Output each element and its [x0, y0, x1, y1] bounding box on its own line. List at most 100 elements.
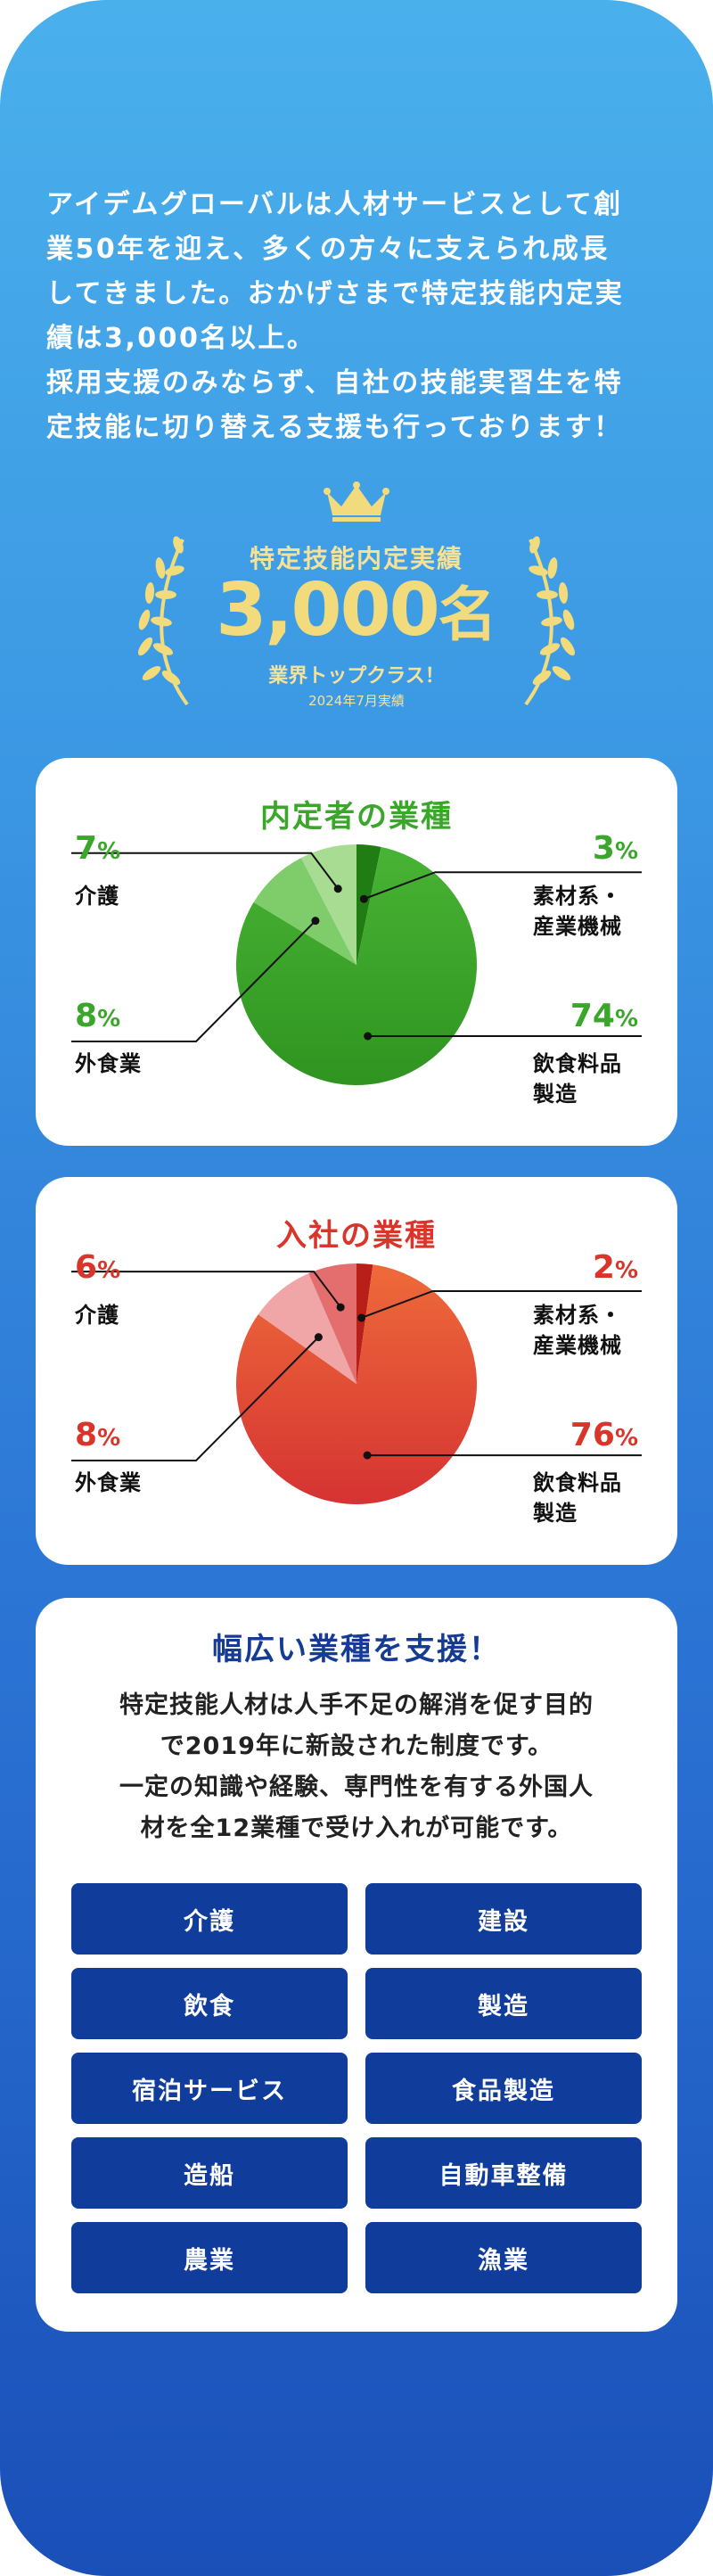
naitei-leader-gaishoku [71, 919, 316, 1042]
nyusha-leader-gaishoku [71, 1336, 320, 1461]
industry-nogyo: 農業 [71, 2222, 348, 2293]
percent-sign: % [97, 838, 121, 865]
naitei-leader-kaigo [71, 852, 340, 890]
naitei-slice-kaigo [300, 844, 356, 965]
industry-seizo: 製造 [365, 1968, 642, 2039]
naitei-chart-card: 内定者の業種 7% 介護 3% 素材系・ 産業機械 8% 外食業 74% 飲食料品… [36, 758, 677, 1146]
nyusha-leader-dot-sozai [357, 1313, 366, 1322]
naitei-leader-dot-inshoku [364, 1032, 373, 1041]
naitei-gaishoku-value: 8 [75, 998, 98, 1034]
label-line: 素材系・ [533, 884, 622, 909]
naitei-slice-inshoku [236, 846, 477, 1085]
industry-gyogyo: 漁業 [365, 2222, 642, 2293]
laurel-right-icon [524, 536, 576, 706]
badge-number: 3,000名 [134, 568, 579, 653]
percent-sign: % [614, 838, 638, 865]
percent-sign: % [614, 1425, 638, 1452]
label-line: 飲食料品 [533, 1051, 622, 1076]
badge-number-value: 3,000 [216, 568, 439, 653]
nyusha-pie-chart [71, 1263, 642, 1504]
nyusha-inshoku-label: 飲食料品 製造 [533, 1468, 622, 1528]
intro-line: アイデムグローバルは人材サービスとして創 [46, 189, 623, 220]
naitei-gaishoku-pct: 8% [75, 1000, 120, 1033]
nyusha-slice-gaishoku [258, 1273, 356, 1384]
naitei-leader-dot-sozai [359, 894, 368, 903]
label-line: 製造 [533, 1501, 578, 1526]
naitei-slice-sozai [356, 844, 381, 965]
percent-sign: % [97, 1006, 121, 1033]
percent-sign: % [614, 1257, 638, 1284]
naitei-inshoku-value: 74 [570, 998, 615, 1034]
nyusha-sozai-pct: 2% [593, 1252, 638, 1284]
nyusha-leader-dot-gaishoku [314, 1333, 323, 1342]
nyusha-leader-dot-inshoku [363, 1451, 372, 1460]
nyusha-kaigo-value: 6 [75, 1249, 98, 1286]
naitei-kaigo-value: 7 [75, 830, 98, 867]
industry-jidosha: 自動車整備 [365, 2137, 642, 2209]
industry-grid: 介護 建設 飲食 製造 宿泊サービス 食品製造 造船 自動車整備 農業 漁業 [71, 1883, 642, 2293]
nyusha-inshoku-pct: 76% [570, 1420, 638, 1452]
achievement-badge: 特定技能内定実績 3,000名 業界トップクラス！ 2024年7月実績 [134, 481, 579, 731]
percent-sign: % [97, 1257, 121, 1284]
nyusha-kaigo-label: 介護 [75, 1303, 119, 1328]
intro-text: アイデムグローバルは人材サービスとして創 業50年を迎え、多くの方々に支えられ成… [46, 183, 670, 450]
nyusha-inshoku-value: 76 [570, 1417, 615, 1453]
label-line: 産業機械 [533, 1333, 622, 1358]
nyusha-leader-sozai [361, 1289, 642, 1319]
industry-shukuhaku: 宿泊サービス [71, 2053, 348, 2124]
nyusha-kaigo-pct: 6% [75, 1252, 120, 1284]
industry-kaigo: 介護 [71, 1883, 348, 1955]
percent-sign: % [614, 1006, 638, 1033]
naitei-slice-gaishoku [253, 858, 356, 965]
support-card: 幅広い業種を支援！ 特定技能人材は人手不足の解消を促す目的 で2019年に新設さ… [36, 1598, 677, 2332]
intro-line: 業50年を迎え、多くの方々に支えられ成長 [46, 234, 610, 265]
nyusha-chart-title: 入社の業種 [276, 1218, 437, 1254]
nyusha-gaishoku-value: 8 [75, 1417, 98, 1453]
nyusha-gaishoku-label: 外食業 [75, 1470, 142, 1495]
badge-number-unit: 名 [438, 580, 497, 649]
industry-shokuhin: 食品製造 [365, 2053, 642, 2124]
industry-zosen: 造船 [71, 2137, 348, 2209]
naitei-leader-dot-gaishoku [311, 917, 320, 926]
nyusha-sozai-label: 素材系・ 産業機械 [533, 1300, 622, 1361]
naitei-chart-title: 内定者の業種 [260, 799, 453, 835]
support-line: 特定技能人材は人手不足の解消を促す目的 [119, 1691, 594, 1719]
nyusha-slice-inshoku [236, 1264, 477, 1504]
support-description: 特定技能人材は人手不足の解消を促す目的 で2019年に新設された制度です。 一定… [62, 1685, 651, 1849]
naitei-inshoku-pct: 74% [570, 1000, 638, 1033]
crown-icon [324, 481, 389, 522]
naitei-kaigo-pct: 7% [75, 833, 120, 865]
industry-kensetsu: 建設 [365, 1883, 642, 1955]
support-line: 材を全12業種で受け入れが可能です。 [140, 1815, 573, 1842]
support-line: で2019年に新設された制度です。 [160, 1732, 553, 1760]
naitei-inshoku-label: 飲食料品 製造 [533, 1049, 622, 1109]
badge-subtitle: 業界トップクラス！ [268, 665, 445, 687]
label-line: 産業機械 [533, 914, 622, 939]
naitei-sozai-value: 3 [592, 830, 615, 867]
naitei-kaigo-label: 介護 [75, 884, 119, 909]
label-line: 製造 [533, 1082, 578, 1107]
nyusha-chart-card: 入社の業種 6% 介護 2% 素材系・産業機械 8% 外食業 76% 飲食料品製… [36, 1177, 677, 1565]
nyusha-leader-kaigo [71, 1271, 341, 1308]
nyusha-slice-sozai [356, 1263, 373, 1384]
naitei-pie-chart [71, 844, 642, 1085]
support-line: 一定の知識や経験、専門性を有する外国人 [119, 1774, 594, 1801]
label-line: 素材系・ [533, 1303, 622, 1328]
nyusha-slice-kaigo [308, 1263, 356, 1384]
nyusha-sozai-value: 2 [592, 1249, 615, 1286]
intro-line: してきました。おかげさまで特定技能内定実 [46, 278, 625, 309]
intro-line: 績は3,000名以上。 [46, 323, 316, 354]
naitei-sozai-pct: 3% [593, 833, 638, 865]
naitei-leader-dot-kaigo [333, 885, 342, 893]
label-line: 飲食料品 [533, 1470, 622, 1495]
badge-title: 特定技能内定実績 [249, 544, 463, 573]
badge-note: 2024年7月実績 [308, 693, 405, 709]
industry-inshoku: 飲食 [71, 1968, 348, 2039]
nyusha-leader-dot-kaigo [336, 1303, 345, 1312]
naitei-sozai-label: 素材系・ 産業機械 [533, 881, 622, 942]
laurel-left-icon [137, 536, 189, 706]
naitei-leader-sozai [363, 871, 642, 901]
nyusha-gaishoku-pct: 8% [75, 1420, 120, 1452]
percent-sign: % [97, 1425, 121, 1452]
